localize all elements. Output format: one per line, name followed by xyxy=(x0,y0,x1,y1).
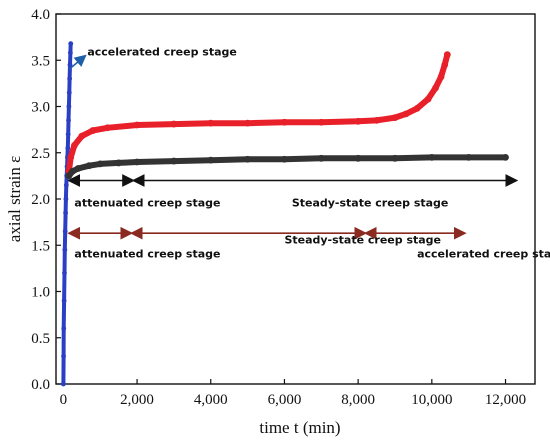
data-point-series-3 xyxy=(96,160,104,168)
data-point-series-2 xyxy=(432,84,439,92)
y-axis-label: axial strain ε xyxy=(5,156,24,242)
data-point-series-2 xyxy=(67,153,75,161)
data-point-series-2 xyxy=(424,95,432,103)
data-point-series-1 xyxy=(61,353,66,359)
y-tick-label: 4.0 xyxy=(31,7,50,23)
data-point-series-1 xyxy=(60,381,66,387)
data-point-series-2 xyxy=(71,141,78,149)
y-tick-label: 1.0 xyxy=(31,285,50,301)
data-point-series-2 xyxy=(133,121,141,129)
series-line-2 xyxy=(65,51,451,175)
x-tick-label: 0 xyxy=(60,392,68,408)
y-tick-label: 3.0 xyxy=(31,100,50,116)
x-tick-label: 4,000 xyxy=(194,392,228,408)
data-point-series-3 xyxy=(74,165,82,172)
data-point-series-1 xyxy=(61,326,67,331)
annotation-label: attenuated creep stage xyxy=(74,247,220,260)
y-tick-label: 0.5 xyxy=(31,331,50,347)
data-point-series-3 xyxy=(207,156,215,164)
x-axis-label: time t (min) xyxy=(259,418,340,437)
x-tick-label: 8,000 xyxy=(341,392,375,408)
data-point-series-1 xyxy=(63,182,69,188)
data-point-series-2 xyxy=(373,116,380,124)
data-point-series-1 xyxy=(62,270,67,276)
data-point-series-1 xyxy=(67,62,73,68)
y-tick-label: 0.0 xyxy=(31,377,50,393)
data-point-series-2 xyxy=(437,73,445,81)
data-point-series-1 xyxy=(61,298,67,304)
annotation-label: accelerated creep stage xyxy=(417,247,550,260)
data-point-series-1 xyxy=(65,145,71,151)
data-point-series-3 xyxy=(244,155,252,163)
data-point-series-1 xyxy=(67,50,73,56)
x-tick-label: 12,000 xyxy=(485,392,526,408)
data-point-series-2 xyxy=(443,51,451,59)
data-point-series-2 xyxy=(317,118,325,126)
x-tick-label: 6,000 xyxy=(268,392,302,408)
data-point-series-1 xyxy=(66,104,72,109)
annotation-label: Steady-state creep stage xyxy=(292,196,449,209)
data-point-series-2 xyxy=(78,132,86,140)
data-point-series-3 xyxy=(133,158,141,166)
annotation-arrow xyxy=(68,54,87,71)
data-point-series-1 xyxy=(63,210,68,216)
x-tick-label: 10,000 xyxy=(411,392,452,408)
data-point-series-1 xyxy=(67,76,73,82)
data-point-series-1 xyxy=(66,117,71,123)
data-point-series-1 xyxy=(65,131,71,137)
data-point-series-2 xyxy=(207,119,215,127)
data-point-series-3 xyxy=(317,154,325,162)
data-point-series-2 xyxy=(402,110,410,118)
data-point-series-3 xyxy=(170,157,178,165)
data-point-series-3 xyxy=(281,155,288,163)
x-tick-label: 2,000 xyxy=(120,392,154,408)
data-point-series-2 xyxy=(441,61,449,69)
data-point-series-2 xyxy=(354,117,362,125)
data-point-series-2 xyxy=(391,114,399,121)
data-point-series-3 xyxy=(502,153,509,161)
data-point-series-2 xyxy=(89,127,97,134)
data-point-series-3 xyxy=(85,162,93,170)
data-point-series-3 xyxy=(69,167,76,175)
data-point-series-3 xyxy=(391,154,399,162)
y-tick-label: 1.5 xyxy=(31,238,50,254)
data-point-series-2 xyxy=(413,104,421,112)
data-point-series-1 xyxy=(68,41,74,46)
data-point-series-3 xyxy=(465,153,473,161)
y-tick-label: 2.5 xyxy=(31,146,50,162)
y-tick-label: 3.5 xyxy=(31,53,50,69)
data-point-series-3 xyxy=(354,154,362,162)
data-point-series-1 xyxy=(66,90,72,96)
annotation-label: Steady-state creep stage xyxy=(284,233,441,246)
data-point-series-2 xyxy=(281,118,288,126)
data-point-series-1 xyxy=(63,196,69,202)
data-point-series-2 xyxy=(104,124,111,132)
data-point-series-2 xyxy=(244,119,252,127)
annotation-label: attenuated creep stage xyxy=(74,196,220,209)
annotation-label: accelerated creep stage xyxy=(87,46,237,59)
data-point-series-2 xyxy=(170,120,178,128)
y-tick-label: 2.0 xyxy=(31,192,50,208)
data-point-series-3 xyxy=(115,159,123,167)
data-point-series-3 xyxy=(428,153,436,161)
data-point-series-1 xyxy=(62,247,68,253)
data-point-series-1 xyxy=(62,228,68,234)
